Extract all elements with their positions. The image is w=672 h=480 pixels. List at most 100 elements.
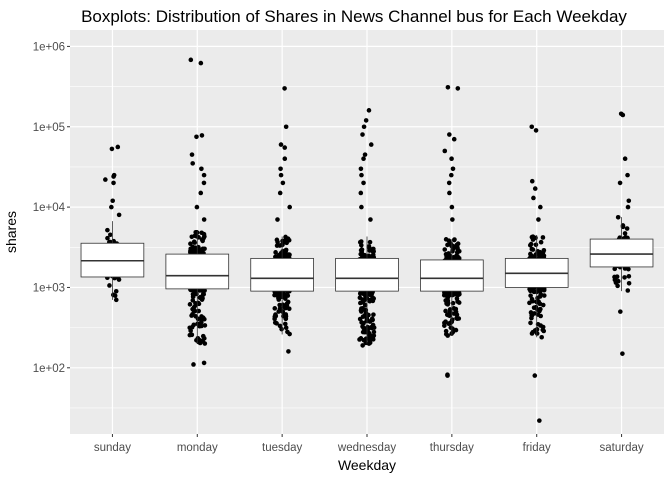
data-point [448,325,454,330]
data-point [277,302,282,308]
data-point [194,230,200,235]
data-point [283,316,289,322]
outlier-point [201,360,207,366]
data-point [116,277,122,282]
data-point [187,332,193,338]
data-point [188,248,193,253]
data-point [454,250,460,255]
data-point [285,236,291,241]
data-point [357,316,363,322]
outlier-point [278,142,284,147]
data-point [370,246,376,252]
outlier-point [194,337,199,343]
outlier-point [361,124,367,130]
data-point [445,242,450,248]
data-point [443,328,449,334]
data-point [451,292,456,297]
data-point [283,325,289,330]
data-point [199,323,204,329]
data-point [274,243,280,248]
outlier-point [278,166,283,172]
data-point [188,328,193,334]
outlier-point [194,204,200,210]
data-point [443,308,448,314]
data-point [187,302,193,307]
data-point [366,244,372,249]
chart-title: Boxplots: Distribution of Shares in News… [81,7,627,26]
outlier-point [359,204,364,210]
data-point [198,250,204,255]
data-point [277,323,283,329]
data-point [108,232,113,238]
data-point [198,319,204,325]
data-point [367,334,372,340]
data-point [445,302,451,307]
data-point [202,316,207,322]
outlier-point [109,146,115,152]
data-point [274,237,280,243]
outlier-point [366,341,372,346]
data-point [284,240,289,246]
outlier-point [282,156,288,162]
data-point [357,295,363,301]
data-point [113,288,119,294]
data-point [272,306,278,311]
data-point [358,309,364,314]
outlier-point [282,86,287,91]
data-point [113,297,119,303]
outlier-point [188,57,194,63]
outlier-point [194,134,199,140]
data-point [454,296,460,301]
data-point [450,300,456,306]
data-point [280,309,285,314]
data-point [202,341,208,346]
data-point [274,321,279,326]
data-point [287,331,292,337]
data-point [196,246,202,252]
data-point [362,297,368,303]
outlier-point [280,180,286,186]
data-point [445,298,451,303]
outlier-point [278,172,284,178]
data-point [283,305,288,311]
data-point [285,299,291,305]
data-point [444,291,450,297]
data-point [276,297,282,302]
outlier-point [110,198,115,204]
outlier-point [189,152,195,157]
outlier-point [201,180,207,186]
data-point [200,333,206,339]
data-point [105,227,110,233]
data-point [272,316,277,322]
data-point [362,313,368,318]
data-point [442,247,448,252]
data-point [196,301,202,307]
data-point [200,238,205,244]
data-point [286,306,292,312]
data-point [370,295,375,300]
outlier-point [109,204,114,210]
data-point [362,302,368,308]
outlier-point [287,204,292,210]
outlier-point [115,144,121,150]
data-point [283,312,289,317]
data-point [112,293,118,298]
data-point [280,302,286,308]
outlier-point [198,60,204,66]
data-point [371,329,377,335]
data-point [367,239,373,245]
data-point [357,337,362,342]
outlier-point [111,172,117,178]
outlier-point [201,172,207,178]
outlier-point [361,180,366,186]
outlier-point [103,177,108,182]
data-point [188,241,193,247]
data-point [191,309,197,314]
data-point [105,235,110,241]
data-point [279,293,284,299]
data-point [360,329,366,335]
outlier-point [358,190,364,196]
data-point [451,311,457,316]
outlier-point [275,217,280,222]
outlier-point [360,132,365,137]
